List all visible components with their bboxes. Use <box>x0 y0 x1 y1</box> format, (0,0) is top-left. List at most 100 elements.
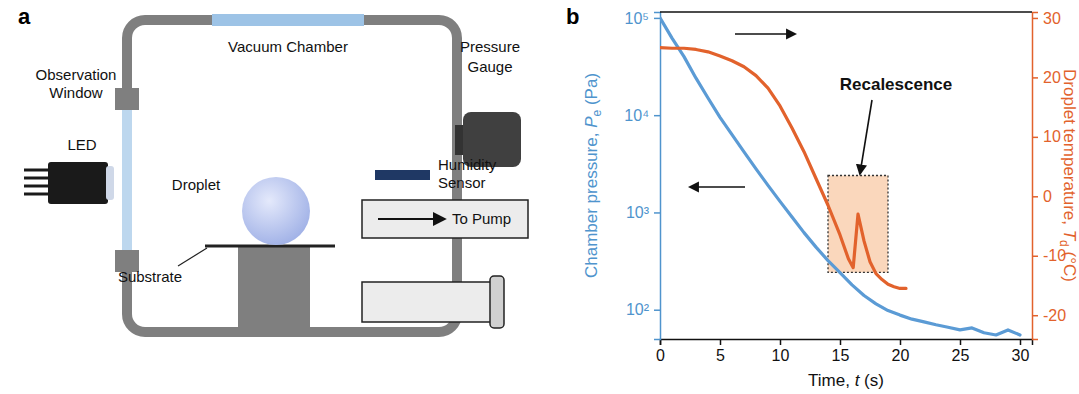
tick-label: 10 <box>772 347 790 364</box>
diagram-label: Droplet <box>172 176 221 193</box>
tick-label: 20 <box>1043 69 1061 86</box>
tick-mark <box>654 309 660 311</box>
gauge-connector <box>455 125 463 155</box>
tick-label: 10⁴ <box>624 107 649 124</box>
diagram-label: Observation <box>36 66 117 83</box>
axis-line <box>1033 13 1039 340</box>
axis-title-part: (s) <box>859 371 884 390</box>
plot-area <box>660 18 1020 335</box>
diagram-label: Window <box>49 84 103 101</box>
figure: abVacuum ChamberObservationWindowLEDDrop… <box>0 0 1079 394</box>
annotations: Recalescence <box>840 75 952 174</box>
tick-mark <box>1032 315 1038 317</box>
window-clamp <box>115 88 139 110</box>
tick-label: 15 <box>832 347 850 364</box>
diagram-label: LED <box>67 136 96 153</box>
axis-title-part: (Pa) <box>582 73 601 110</box>
tick-label: 5 <box>716 347 725 364</box>
substrate-leader <box>178 248 207 266</box>
tick: 0 <box>1032 188 1052 205</box>
tick: 25 <box>952 339 970 364</box>
axis-title: Chamber pressure, Pe (Pa) <box>582 73 604 278</box>
tick: 5 <box>716 339 725 364</box>
tick: 10⁵ <box>625 10 660 27</box>
tick: 10² <box>626 301 660 318</box>
tick-label: 10³ <box>626 204 650 221</box>
panel-b: 05101520253010²10³10⁴10⁵-20-100102030Tim… <box>582 10 1079 390</box>
tick: -20 <box>1032 307 1066 324</box>
substrate <box>205 245 335 248</box>
axis-title-part: Chamber pressure, <box>582 128 601 278</box>
annotation-label: Recalescence <box>840 75 952 94</box>
tick-mark <box>780 339 782 345</box>
tick-mark <box>1032 256 1038 258</box>
tick: 30 <box>1032 10 1061 27</box>
tick-label: 0 <box>656 347 665 364</box>
vacuum-chamber-bar <box>212 14 364 26</box>
axis-title-part: Time, <box>808 371 855 390</box>
observation-window <box>122 105 132 255</box>
tick-mark <box>654 212 660 214</box>
humidity-sensor <box>375 170 430 180</box>
led-pin <box>24 185 48 188</box>
diagram-label: Gauge <box>467 58 512 75</box>
axis-title: Time, t (s) <box>808 371 884 390</box>
axis-title-part: Droplet temperature, <box>1060 69 1079 230</box>
diagram-label: Pressure <box>460 38 520 55</box>
axis-line <box>661 340 1033 346</box>
pump-pipe <box>362 200 528 238</box>
tick: 0 <box>656 339 665 364</box>
axis-title-part: (°C) <box>1060 247 1079 282</box>
plot-frame-top <box>660 11 1032 13</box>
pedestal <box>238 247 310 332</box>
flow-arrow <box>378 218 444 220</box>
droplet <box>242 177 310 245</box>
tick-label: 10² <box>626 301 650 318</box>
tick-label: 25 <box>952 347 970 364</box>
axis-title-part: d <box>1057 240 1071 247</box>
port-pipe <box>362 282 492 322</box>
tick-label: 30 <box>1043 10 1061 27</box>
tick-label: 20 <box>892 347 910 364</box>
axis-line <box>654 13 661 340</box>
tick: 20 <box>1032 69 1061 86</box>
diagram-label: Vacuum Chamber <box>228 38 348 55</box>
diagram-label: Substrate <box>118 268 182 285</box>
port-cap <box>490 276 504 328</box>
axis-title-part: P <box>582 116 601 128</box>
diagram-label: Sensor <box>438 174 486 191</box>
x-axis: 0 5 10 15 20 25 30 <box>656 339 1032 364</box>
tick-mark <box>654 18 660 20</box>
tick-label: 10⁵ <box>625 10 649 27</box>
tick-mark <box>720 339 722 345</box>
led-lens <box>106 166 114 200</box>
tick-label: -20 <box>1043 307 1066 324</box>
tick-mark <box>1020 339 1022 345</box>
tick: 10 <box>772 339 790 364</box>
tick: 30 <box>1012 339 1030 364</box>
tick-label: 0 <box>1043 188 1052 205</box>
led-body <box>48 162 108 204</box>
tick: 15 <box>832 339 850 364</box>
led-pin <box>24 193 48 196</box>
tick-mark <box>900 339 902 345</box>
axis-title: Droplet temperature, Td (°C) <box>1057 69 1079 282</box>
tick-mark <box>960 339 962 345</box>
tick-mark <box>1032 18 1038 20</box>
y-axis: 10² 10³ 10⁴ 10⁵ <box>624 10 660 340</box>
tick-mark <box>840 339 842 345</box>
tick: 10³ <box>626 204 660 221</box>
diagram-label: To Pump <box>452 210 511 227</box>
axis-indicator-arrow <box>690 186 745 188</box>
tick-mark <box>1032 137 1038 139</box>
panel-label: a <box>18 4 31 29</box>
annotation-arrow <box>860 100 872 174</box>
diagram-label: Humidity <box>438 156 497 173</box>
tick-mark <box>1032 77 1038 79</box>
tick-mark <box>1032 196 1038 198</box>
tick: 20 <box>892 339 910 364</box>
axis-indicator-arrow <box>735 33 795 35</box>
tick-label: 10 <box>1043 128 1061 145</box>
panel-a: Vacuum Chamber ObservationWindow LED Drople… <box>24 14 528 332</box>
led-pin <box>24 177 48 180</box>
